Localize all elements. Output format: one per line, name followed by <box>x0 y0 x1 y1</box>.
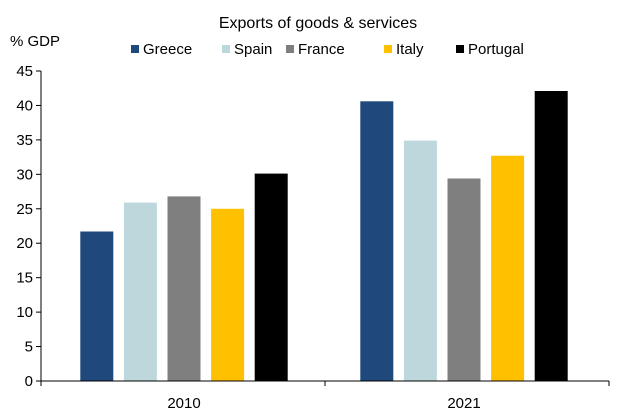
bar-portugal-2021 <box>534 91 568 381</box>
legend-swatch-italy <box>384 45 392 53</box>
y-tick-label: 40 <box>16 97 33 114</box>
chart-title: Exports of goods & services <box>219 15 417 32</box>
y-tick-label: 35 <box>16 132 33 149</box>
bar-greece-2021 <box>360 101 394 382</box>
legend-label-italy: Italy <box>396 41 424 58</box>
legend-label-france: France <box>298 41 345 58</box>
legend-swatch-portugal <box>456 45 464 53</box>
bars-group <box>80 91 568 382</box>
y-tick-label: 15 <box>16 270 33 287</box>
legend-label-portugal: Portugal <box>468 41 524 58</box>
legend-swatch-greece <box>131 45 139 53</box>
bar-spain-2010 <box>123 202 157 381</box>
y-tick-label: 30 <box>16 166 33 183</box>
bar-france-2010 <box>167 196 201 381</box>
bar-france-2021 <box>447 178 481 381</box>
legend-label-greece: Greece <box>143 41 192 58</box>
y-axis-label: % GDP <box>10 33 60 50</box>
y-tick-label: 25 <box>16 201 33 218</box>
y-tick-label: 10 <box>16 304 33 321</box>
y-tick-label: 5 <box>25 339 33 356</box>
legend-swatch-spain <box>222 45 230 53</box>
legend: Greece Spain France Italy Portugal <box>131 41 524 58</box>
legend-label-spain: Spain <box>234 41 272 58</box>
legend-swatch-france <box>286 45 294 53</box>
y-tick-label: 45 <box>16 63 33 80</box>
y-tick-label: 0 <box>25 373 33 390</box>
y-tick-label: 20 <box>16 235 33 252</box>
y-axis: 0 5 10 15 20 25 30 35 40 45 <box>16 63 42 390</box>
bar-portugal-2010 <box>254 173 288 381</box>
bar-italy-2021 <box>491 155 525 381</box>
x-tick-label: 2021 <box>447 395 480 412</box>
bar-spain-2021 <box>403 140 437 381</box>
x-axis: 2010 2021 <box>40 380 610 412</box>
x-tick-label: 2010 <box>167 395 200 412</box>
bar-greece-2010 <box>80 231 114 381</box>
bar-italy-2010 <box>211 208 245 381</box>
